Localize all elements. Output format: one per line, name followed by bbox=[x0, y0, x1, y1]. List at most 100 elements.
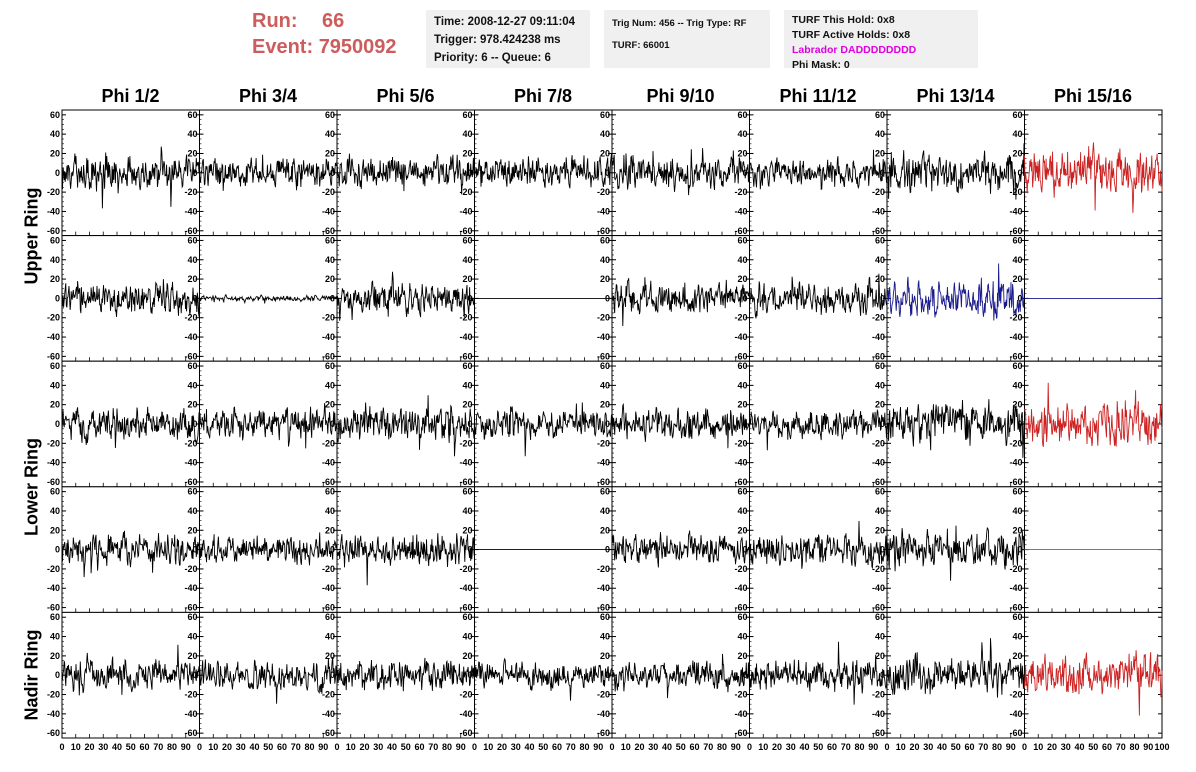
y-tick-label: 40 bbox=[187, 380, 197, 390]
y-tick-label: 60 bbox=[1012, 110, 1022, 120]
y-tick-label: -20 bbox=[734, 690, 747, 700]
y-tick-label: 60 bbox=[737, 361, 747, 371]
y-tick-label: -20 bbox=[184, 313, 197, 323]
waveform-trace bbox=[474, 402, 613, 457]
x-tick-label: 0 bbox=[334, 742, 339, 752]
y-tick-label: -40 bbox=[872, 583, 885, 593]
y-tick-label: 0 bbox=[1017, 670, 1022, 680]
y-tick-label: -60 bbox=[734, 603, 747, 613]
priority-text: Priority: 6 -- Queue: 6 bbox=[434, 52, 551, 64]
x-tick-label: 70 bbox=[566, 742, 576, 752]
y-tick-label: 0 bbox=[742, 168, 747, 178]
x-tick-label: 70 bbox=[841, 742, 851, 752]
y-tick-label: -20 bbox=[597, 438, 610, 448]
y-tick-label: 60 bbox=[600, 612, 610, 622]
y-tick-label: 40 bbox=[462, 506, 472, 516]
y-tick-label: -40 bbox=[597, 709, 610, 719]
waveform-trace bbox=[611, 653, 750, 699]
x-tick-label: 80 bbox=[304, 742, 314, 752]
y-tick-label: -40 bbox=[597, 206, 610, 216]
x-tick-label: 70 bbox=[1116, 742, 1126, 752]
x-tick-label: 10 bbox=[71, 742, 81, 752]
y-tick-label: 0 bbox=[742, 419, 747, 429]
y-tick-label: -20 bbox=[322, 438, 335, 448]
y-tick-label: 0 bbox=[330, 168, 335, 178]
y-tick-label: -20 bbox=[184, 564, 197, 574]
waveform-trace bbox=[199, 403, 338, 449]
y-tick-label: -60 bbox=[872, 477, 885, 487]
waveform-trace bbox=[886, 638, 1025, 698]
x-tick-label: 90 bbox=[181, 742, 191, 752]
y-tick-label: 0 bbox=[1017, 545, 1022, 555]
phi-mask-text: Phi Mask: 0 bbox=[792, 59, 850, 71]
waveform-trace bbox=[886, 399, 1025, 458]
y-tick-label: 40 bbox=[875, 255, 885, 265]
waveform-trace bbox=[336, 153, 475, 195]
y-tick-label: 0 bbox=[192, 670, 197, 680]
y-tick-label: 60 bbox=[325, 487, 335, 497]
y-tick-label: -40 bbox=[47, 332, 60, 342]
y-tick-label: -60 bbox=[1009, 477, 1022, 487]
run-label: Run: bbox=[252, 10, 298, 32]
x-tick-label: 80 bbox=[442, 742, 452, 752]
y-tick-label: 40 bbox=[600, 380, 610, 390]
y-tick-label: -40 bbox=[322, 458, 335, 468]
x-tick-label: 50 bbox=[676, 742, 686, 752]
y-tick-label: 0 bbox=[192, 168, 197, 178]
y-tick-label: -40 bbox=[47, 206, 60, 216]
y-tick-label: 60 bbox=[875, 361, 885, 371]
y-tick-label: 40 bbox=[50, 380, 60, 390]
x-tick-label: 50 bbox=[263, 742, 273, 752]
y-tick-label: 20 bbox=[737, 148, 747, 158]
y-tick-label: -40 bbox=[459, 709, 472, 719]
y-tick-label: -60 bbox=[184, 603, 197, 613]
y-tick-label: -20 bbox=[1009, 690, 1022, 700]
x-tick-label: 10 bbox=[346, 742, 356, 752]
x-tick-label: 40 bbox=[662, 742, 672, 752]
y-tick-label: -40 bbox=[597, 332, 610, 342]
x-tick-label: 40 bbox=[937, 742, 947, 752]
y-tick-label: -60 bbox=[1009, 351, 1022, 361]
y-tick-label: 0 bbox=[467, 670, 472, 680]
y-tick-label: 20 bbox=[325, 651, 335, 661]
x-tick-label: 50 bbox=[1088, 742, 1098, 752]
y-tick-label: 40 bbox=[462, 632, 472, 642]
x-tick-label: 60 bbox=[139, 742, 149, 752]
waveform-trace bbox=[199, 294, 338, 305]
y-tick-label: 0 bbox=[1017, 419, 1022, 429]
y-tick-label: 40 bbox=[875, 506, 885, 516]
x-tick-label: 60 bbox=[552, 742, 562, 752]
x-tick-label: 30 bbox=[511, 742, 521, 752]
y-tick-label: 40 bbox=[462, 380, 472, 390]
y-tick-label: -20 bbox=[1009, 187, 1022, 197]
y-tick-label: 60 bbox=[325, 110, 335, 120]
y-tick-label: -20 bbox=[322, 690, 335, 700]
x-tick-label: 60 bbox=[1102, 742, 1112, 752]
x-tick-label: 70 bbox=[428, 742, 438, 752]
y-tick-label: 0 bbox=[192, 545, 197, 555]
x-tick-label: 80 bbox=[992, 742, 1002, 752]
y-tick-label: -40 bbox=[734, 206, 747, 216]
time-text: Time: 2008-12-27 09:11:04 bbox=[434, 16, 576, 28]
y-tick-label: 20 bbox=[462, 651, 472, 661]
y-tick-label: -20 bbox=[184, 690, 197, 700]
waveform-trace bbox=[474, 657, 613, 701]
y-tick-label: 20 bbox=[50, 525, 60, 535]
y-tick-label: -20 bbox=[1009, 438, 1022, 448]
y-tick-label: 0 bbox=[1017, 168, 1022, 178]
y-tick-label: 40 bbox=[600, 129, 610, 139]
y-tick-label: 40 bbox=[325, 632, 335, 642]
y-tick-label: 0 bbox=[55, 293, 60, 303]
y-tick-label: 40 bbox=[187, 129, 197, 139]
x-tick-label: 60 bbox=[964, 742, 974, 752]
y-tick-label: -40 bbox=[1009, 583, 1022, 593]
y-tick-label: 20 bbox=[600, 274, 610, 284]
y-tick-label: -20 bbox=[1009, 564, 1022, 574]
y-tick-label: 0 bbox=[55, 670, 60, 680]
x-tick-label: 10 bbox=[621, 742, 631, 752]
waveform-trace bbox=[886, 525, 1025, 581]
y-tick-label: -40 bbox=[734, 458, 747, 468]
y-tick-label: 0 bbox=[605, 168, 610, 178]
y-tick-label: 60 bbox=[737, 612, 747, 622]
y-tick-label: -60 bbox=[734, 477, 747, 487]
